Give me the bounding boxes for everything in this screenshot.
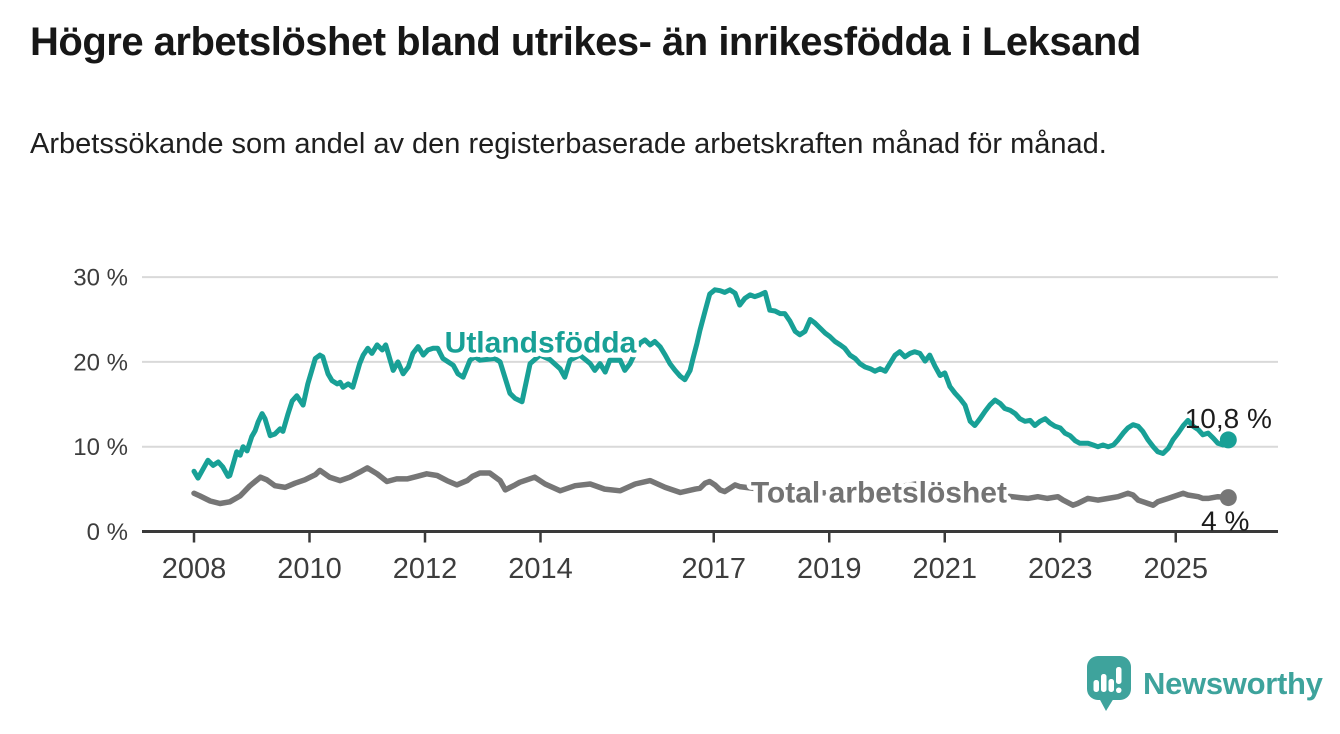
x-axis-label: 2014 — [508, 553, 573, 585]
page-subtitle: Arbetssökande som andel av den registerb… — [30, 128, 1107, 160]
brand-footer: Newsworthy — [1086, 655, 1323, 712]
x-axis-label: 2023 — [1028, 553, 1093, 585]
x-axis-label: 2017 — [681, 553, 746, 585]
x-axis-label: 2021 — [912, 553, 977, 585]
brand-name: Newsworthy — [1143, 665, 1323, 701]
y-axis-label: 0 % — [87, 519, 128, 546]
series-end-dot — [1219, 431, 1237, 449]
x-axis-label: 2025 — [1143, 553, 1208, 585]
series-line-utlandsfodda — [191, 287, 1231, 481]
series-end-dot — [1219, 489, 1237, 507]
x-axis-label: 2008 — [162, 553, 227, 585]
series-end-value: 10,8 % — [1185, 403, 1272, 434]
newsworthy-logo-icon — [1087, 656, 1131, 711]
series-end-value: 4 % — [1201, 506, 1249, 537]
y-axis-label: 30 % — [73, 265, 128, 292]
series-label: Utlandsfödda — [445, 326, 637, 359]
y-axis-label: 10 % — [73, 434, 128, 461]
y-axis-label: 20 % — [73, 349, 128, 376]
page-title: Högre arbetslöshet bland utrikes- än inr… — [30, 20, 1141, 64]
series-line-total — [191, 465, 1232, 508]
x-axis-label: 2010 — [277, 553, 342, 585]
series-label: Total arbetslöshet — [751, 476, 1007, 509]
x-axis-label: 2012 — [393, 553, 458, 585]
x-axis-label: 2019 — [797, 553, 862, 585]
